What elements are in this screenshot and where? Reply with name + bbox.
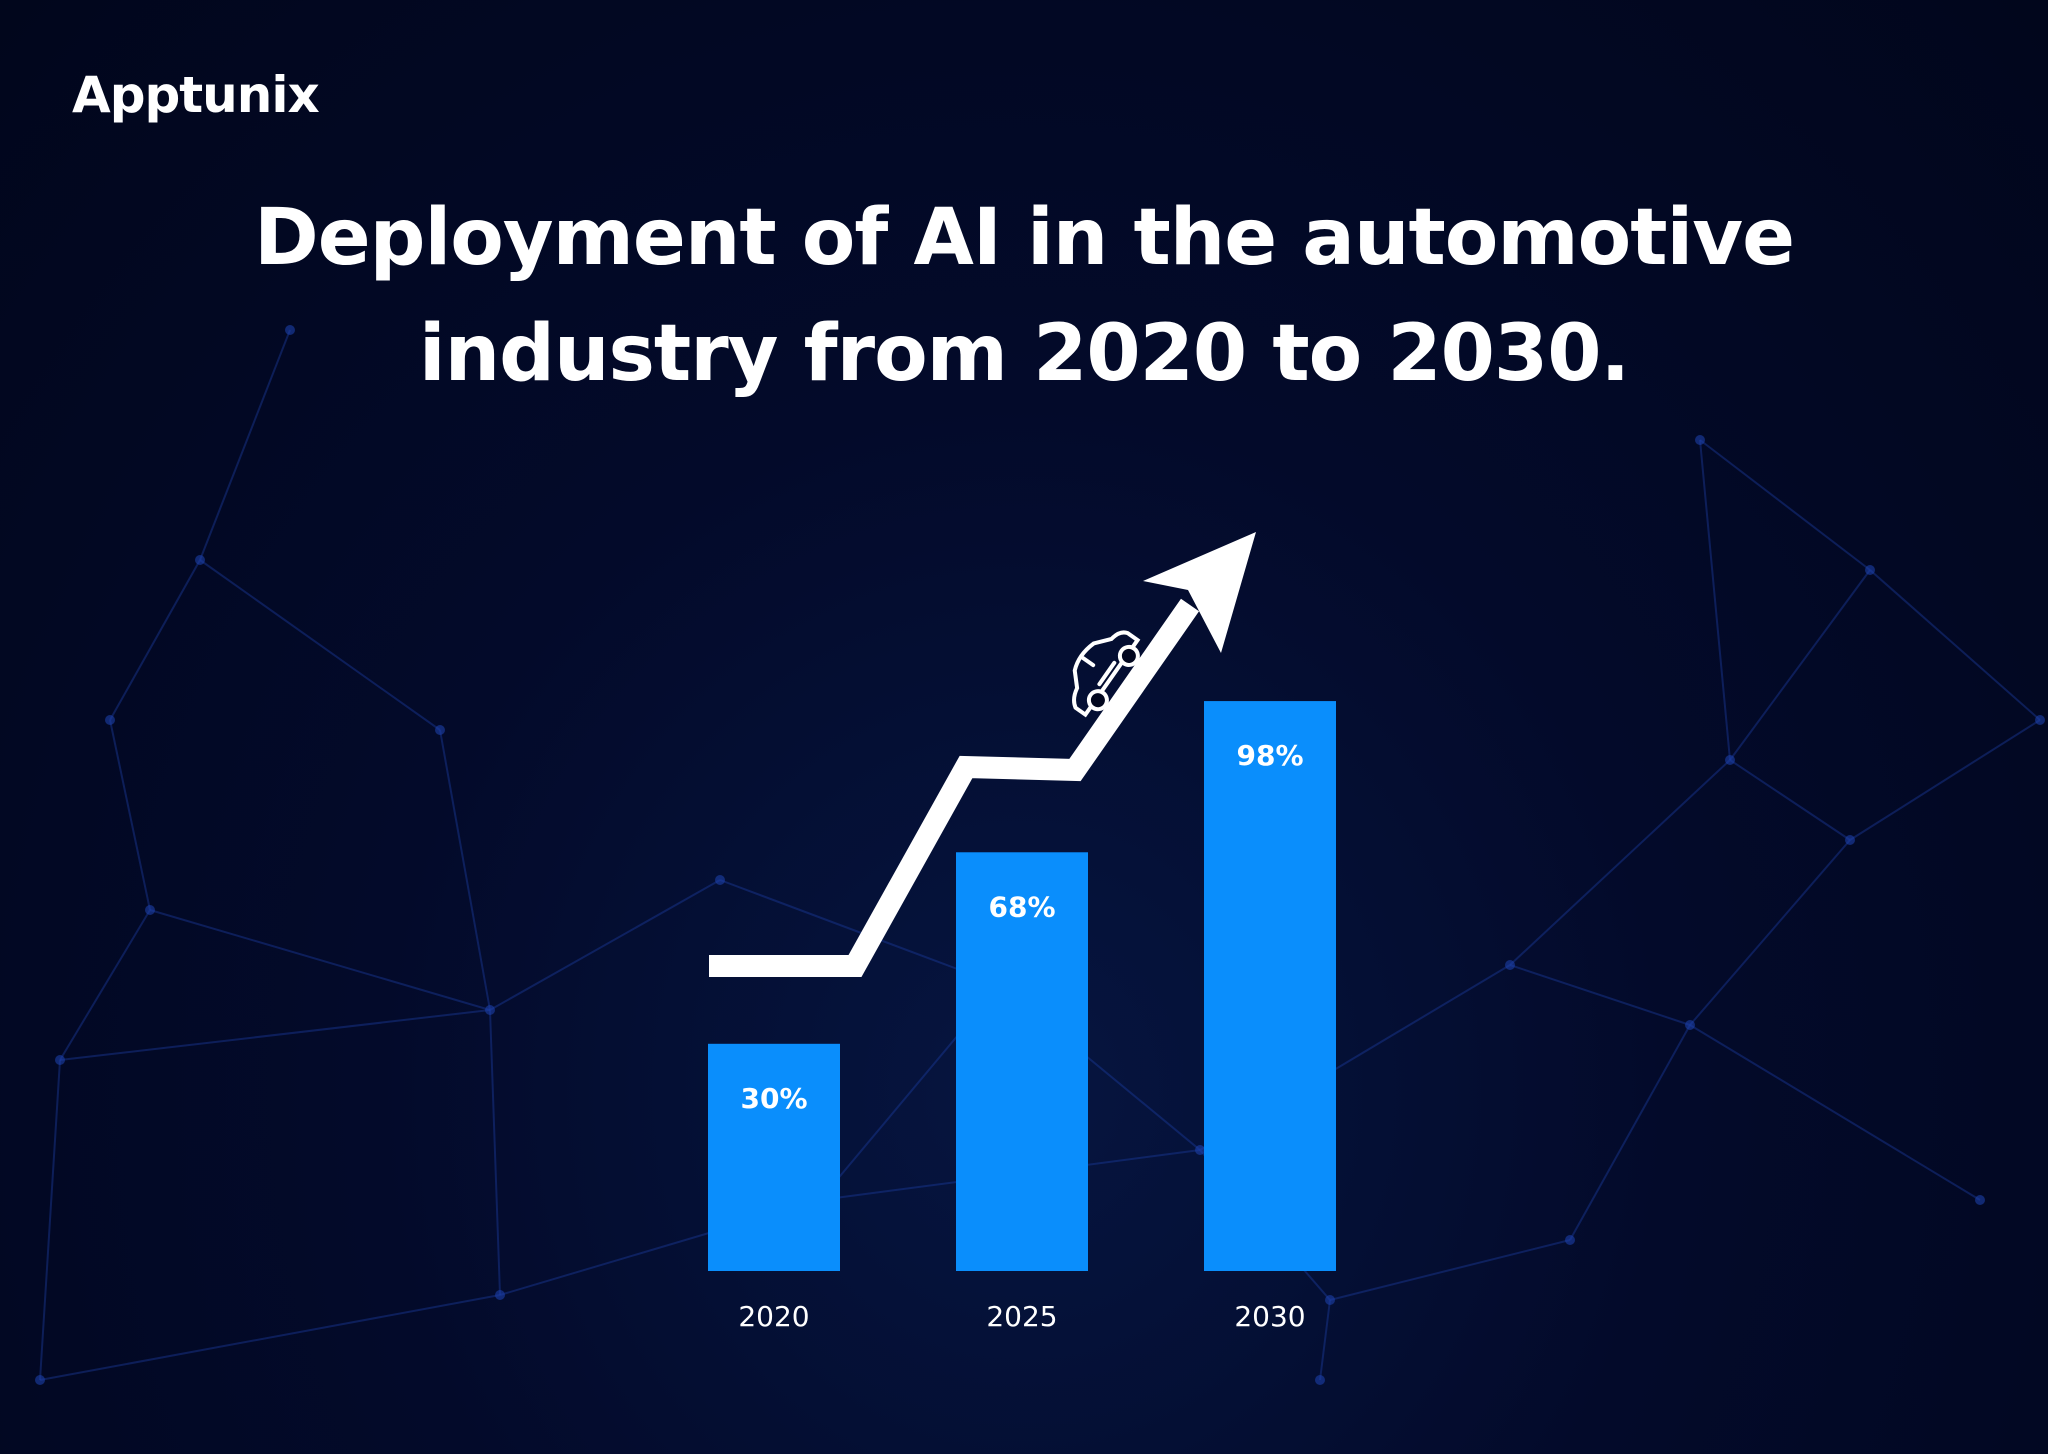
network-line <box>1329 1239 1571 1301</box>
network-node <box>1975 1195 1985 1205</box>
network-line <box>1699 439 1871 571</box>
network-node <box>1315 1375 1325 1385</box>
network-node <box>1865 565 1875 575</box>
network-line <box>1509 964 1691 1026</box>
network-line <box>1699 439 1731 761</box>
network-line <box>489 879 721 1011</box>
network-node <box>2035 715 2045 725</box>
network-node <box>1195 1145 1205 1155</box>
data-label: 98% <box>1236 739 1303 772</box>
network-line <box>1729 759 1851 841</box>
chart-title: Deployment of AI in the automotive indus… <box>0 180 2048 412</box>
network-node <box>1695 435 1705 445</box>
network-line <box>59 1009 491 1061</box>
network-line <box>199 329 291 561</box>
apptunix-logo: Apptunix <box>72 66 320 124</box>
network-line <box>1869 569 2041 721</box>
network-line <box>39 1294 501 1381</box>
network-node <box>1685 1020 1695 1030</box>
title-line-2: industry from 2020 to 2030. <box>418 309 1630 399</box>
bar-2025 <box>956 852 1088 1271</box>
network-line <box>59 909 151 1061</box>
bar-2020 <box>708 1043 840 1271</box>
data-label: 30% <box>740 1082 807 1115</box>
network-node <box>285 325 295 335</box>
network-node <box>105 715 115 725</box>
network-node <box>35 1375 45 1385</box>
x-tick-label: 2025 <box>986 1300 1057 1333</box>
car-icon <box>1072 630 1141 718</box>
trend-arrow-head <box>1143 532 1256 653</box>
network-node <box>715 875 725 885</box>
network-line <box>199 559 441 731</box>
network-line <box>1319 1299 1331 1381</box>
network-line <box>109 559 201 721</box>
network-node <box>1325 1295 1335 1305</box>
network-node <box>1565 1235 1575 1245</box>
network-node <box>1505 960 1515 970</box>
network-line <box>109 719 151 911</box>
network-line <box>719 879 1001 986</box>
network-node <box>1845 835 1855 845</box>
network-line <box>1569 1024 1691 1241</box>
network-line <box>1729 569 1871 761</box>
data-label: 68% <box>988 890 1055 923</box>
network-line <box>439 729 491 1011</box>
network-line <box>489 1009 501 1296</box>
network-line <box>1689 839 1851 1026</box>
x-tick-label: 2020 <box>738 1300 809 1333</box>
network-line <box>1849 719 2041 841</box>
trend-arrow-line <box>709 598 1200 977</box>
network-line <box>1689 1024 1981 1201</box>
network-node <box>495 1290 505 1300</box>
bar-2030 <box>1204 701 1336 1271</box>
network-node <box>195 555 205 565</box>
title-line-1: Deployment of AI in the automotive <box>254 193 1795 283</box>
network-line <box>1509 759 1731 966</box>
network-line <box>149 909 491 1011</box>
network-node <box>145 905 155 915</box>
network-line <box>39 1059 61 1381</box>
network-node <box>55 1055 65 1065</box>
network-node <box>1725 755 1735 765</box>
network-node <box>485 1005 495 1015</box>
x-tick-label: 2030 <box>1234 1300 1305 1333</box>
network-node <box>435 725 445 735</box>
